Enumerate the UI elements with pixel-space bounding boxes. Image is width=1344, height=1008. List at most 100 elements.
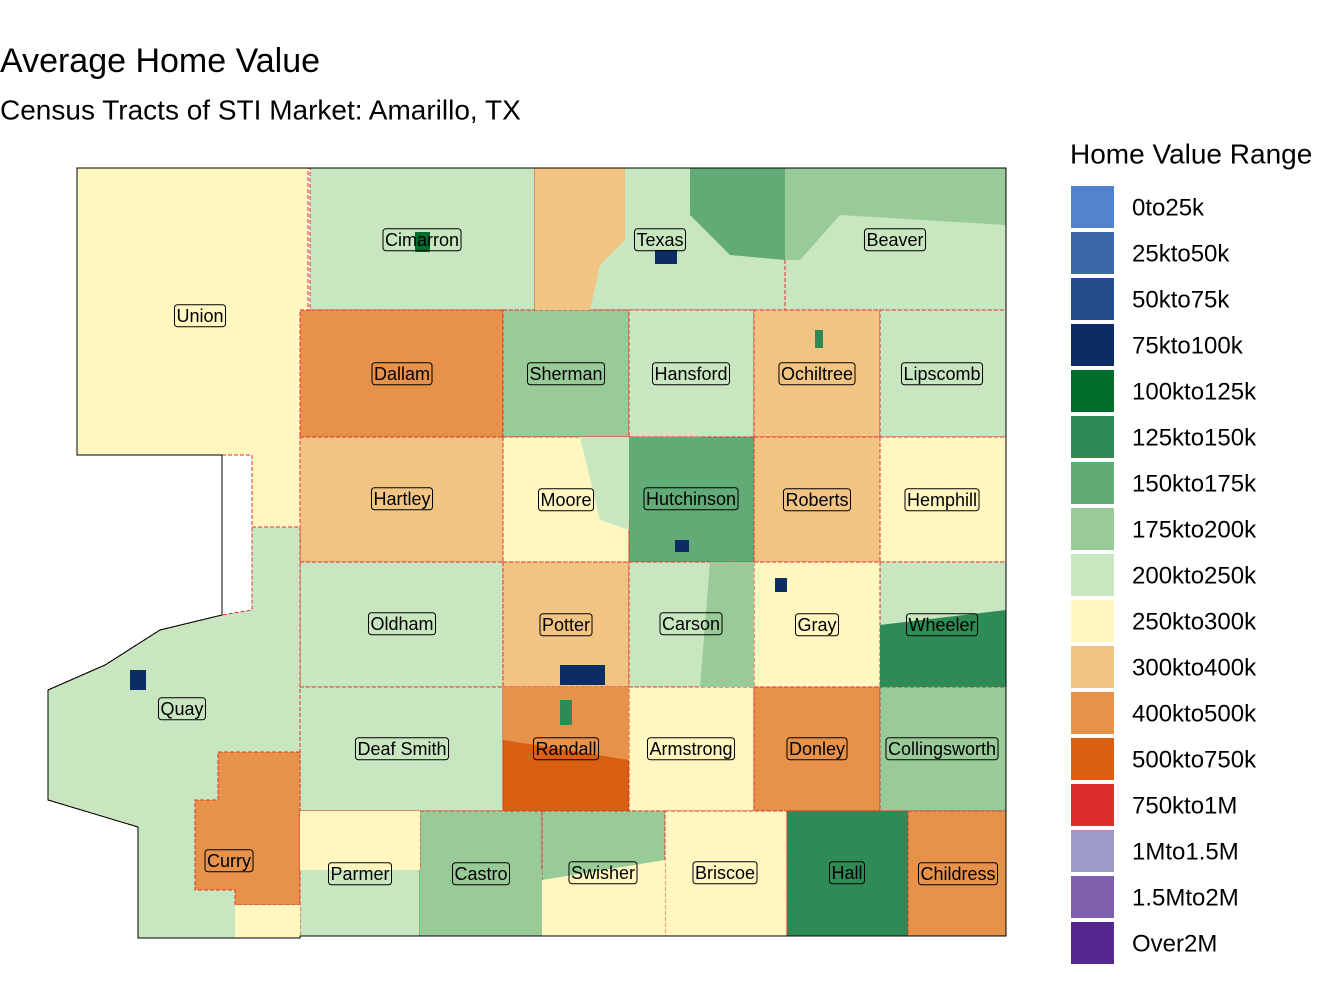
legend-swatch bbox=[1071, 600, 1114, 642]
county-label-box bbox=[778, 362, 856, 386]
county-label: Gray bbox=[797, 615, 836, 635]
county-label-box bbox=[382, 228, 462, 252]
county-label: Parmer bbox=[330, 864, 389, 884]
tract-area bbox=[560, 700, 572, 725]
county-label: Lipscomb bbox=[903, 364, 980, 384]
county-label-box bbox=[863, 228, 927, 252]
legend-swatch bbox=[1071, 232, 1114, 274]
county-label-box bbox=[532, 737, 600, 761]
county-label: Sherman bbox=[529, 364, 602, 384]
county-label-box bbox=[539, 613, 593, 637]
county-label-box bbox=[651, 362, 731, 386]
legend-label: 125kto150k bbox=[1132, 424, 1257, 451]
legend-swatch bbox=[1071, 186, 1114, 228]
legend-label: 250kto300k bbox=[1132, 608, 1257, 635]
county-area bbox=[502, 561, 630, 688]
county-label: Swisher bbox=[571, 863, 635, 883]
county-label-box bbox=[794, 613, 840, 637]
county-label-box bbox=[367, 612, 437, 636]
legend-label: 175kto200k bbox=[1132, 516, 1257, 543]
legend-swatch bbox=[1071, 370, 1114, 412]
county-label: Dallam bbox=[374, 364, 430, 384]
title: Average Home Value bbox=[0, 42, 320, 80]
county-label-box bbox=[659, 612, 723, 636]
county-area bbox=[753, 561, 881, 688]
county-label-box bbox=[786, 737, 848, 761]
legend-swatch bbox=[1071, 646, 1114, 688]
legend-label: 0to25k bbox=[1132, 194, 1205, 221]
legend-swatch bbox=[1071, 416, 1114, 458]
county-label: Donley bbox=[789, 739, 845, 759]
county-label: Castro bbox=[454, 864, 507, 884]
county-label-box bbox=[327, 862, 393, 886]
legend-label: 150kto175k bbox=[1132, 470, 1257, 497]
legend-label: 300kto400k bbox=[1132, 654, 1257, 681]
legend-swatch bbox=[1071, 876, 1114, 918]
county-label-box bbox=[173, 304, 227, 328]
county-label: Wheeler bbox=[908, 615, 975, 635]
county-label: Cimarron bbox=[385, 230, 459, 250]
county-label: Oldham bbox=[370, 614, 433, 634]
county-label: Hansford bbox=[654, 364, 727, 384]
legend-label: 500kto750k bbox=[1132, 746, 1257, 773]
county-label: Randall bbox=[535, 739, 596, 759]
county-label: Hemphill bbox=[907, 490, 977, 510]
tract-area bbox=[690, 168, 785, 260]
county-label-box bbox=[905, 613, 979, 637]
tract-area bbox=[880, 610, 1006, 687]
county-label: Texas bbox=[636, 230, 683, 250]
county-label: Hartley bbox=[373, 489, 430, 509]
county-labels: Union Cimarron Texas Beaver Dallam Sherman Han… bbox=[157, 228, 999, 886]
legend-swatch bbox=[1071, 324, 1114, 366]
tract-area bbox=[420, 870, 542, 936]
tract-area bbox=[130, 670, 146, 690]
map-area bbox=[47, 167, 1007, 939]
legend-label: 100kto125k bbox=[1132, 378, 1257, 405]
legend-label: 25kto50k bbox=[1132, 240, 1230, 267]
county-label: Curry bbox=[207, 851, 251, 871]
county-label: Moore bbox=[540, 490, 591, 510]
county-label: Carson bbox=[662, 614, 720, 634]
legend-title: Home Value Range bbox=[1070, 138, 1312, 169]
subtitle: Census Tracts of STI Market: Amarillo, T… bbox=[0, 94, 521, 125]
legend-label: 75kto100k bbox=[1132, 332, 1244, 359]
county-label: Childress bbox=[920, 864, 995, 884]
county-label: Union bbox=[176, 306, 223, 326]
county-label-box bbox=[451, 862, 511, 886]
county-label: Beaver bbox=[866, 230, 923, 250]
legend-label: 400kto500k bbox=[1132, 700, 1257, 727]
county-label-box bbox=[204, 849, 254, 873]
county-label-box bbox=[782, 488, 852, 512]
tract-area bbox=[775, 578, 787, 592]
tract-area bbox=[560, 665, 605, 685]
county-label-box bbox=[371, 362, 433, 386]
tract-area bbox=[235, 905, 300, 938]
tract-area bbox=[542, 860, 665, 936]
county-label-box bbox=[692, 861, 758, 885]
tract-area bbox=[535, 168, 625, 310]
legend-swatch bbox=[1071, 922, 1114, 964]
county-label: Collingsworth bbox=[888, 739, 996, 759]
county-label-box bbox=[633, 228, 687, 252]
county-label: Armstrong bbox=[649, 739, 732, 759]
legend-label: 1.5Mto2M bbox=[1132, 884, 1239, 911]
tract-area bbox=[300, 811, 420, 870]
legend-swatch bbox=[1071, 462, 1114, 504]
legend-label: 1Mto1.5M bbox=[1132, 838, 1239, 865]
legend-swatch bbox=[1071, 784, 1114, 826]
tract-area bbox=[815, 330, 823, 348]
tract-area bbox=[629, 437, 700, 520]
tract-area bbox=[675, 540, 689, 552]
legend-swatch bbox=[1071, 738, 1114, 780]
county-label-box bbox=[526, 362, 606, 386]
county-label-box bbox=[157, 697, 207, 721]
county-label-box bbox=[646, 737, 736, 761]
tract-area bbox=[415, 232, 430, 252]
county-label: Quay bbox=[160, 699, 203, 719]
tract-area bbox=[785, 168, 1006, 260]
county-label-box bbox=[370, 487, 434, 511]
legend-swatch bbox=[1071, 508, 1114, 550]
county-label: Ochiltree bbox=[781, 364, 853, 384]
county-label-box bbox=[354, 737, 450, 761]
